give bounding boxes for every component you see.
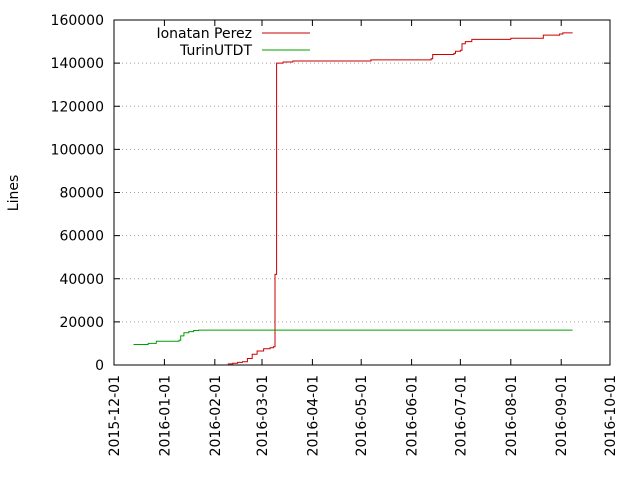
legend-label: TurinUTDT <box>179 43 252 59</box>
y-tick-label: 80000 <box>59 186 104 202</box>
x-tick-label: 2015-12-01 <box>107 375 123 456</box>
y-axis: 0 20000 40000 60000 80000 100000 120000 140000 1… <box>51 13 610 374</box>
y-tick-label: 120000 <box>51 99 104 115</box>
x-tick-label: 2016-05-01 <box>354 375 370 456</box>
x-axis: 2015-12-01 2016-01-01 2016-02-01 2016-03-01… <box>107 20 619 456</box>
series-lines <box>133 32 573 365</box>
x-tick-label: 2016-08-01 <box>504 375 520 456</box>
y-tick-label: 0 <box>95 358 104 374</box>
x-tick-label: 2016-10-01 <box>603 375 619 456</box>
y-tick-label: 60000 <box>59 229 104 245</box>
x-tick-label: 2016-07-01 <box>453 375 469 456</box>
series-line-turinutdt <box>133 329 573 345</box>
x-tick-label: 2016-01-01 <box>157 375 173 456</box>
x-tick-label: 2016-04-01 <box>305 375 321 456</box>
y-tick-label: 100000 <box>51 142 104 158</box>
y-tick-label: 160000 <box>51 13 104 29</box>
legend-label: Ionatan Perez <box>156 26 252 42</box>
series-line-ionatan-perez <box>227 32 573 365</box>
y-tick-label: 40000 <box>59 272 104 288</box>
x-tick-label: 2016-03-01 <box>255 375 271 456</box>
x-tick-label: 2016-06-01 <box>405 375 421 456</box>
x-tick-label: 2016-02-01 <box>208 375 224 456</box>
grid-lines <box>114 62 610 323</box>
x-tick-label: 2016-09-01 <box>554 375 570 456</box>
y-tick-label: 20000 <box>59 315 104 331</box>
y-tick-label: 140000 <box>51 56 104 72</box>
y-axis-label: Lines <box>6 175 22 211</box>
